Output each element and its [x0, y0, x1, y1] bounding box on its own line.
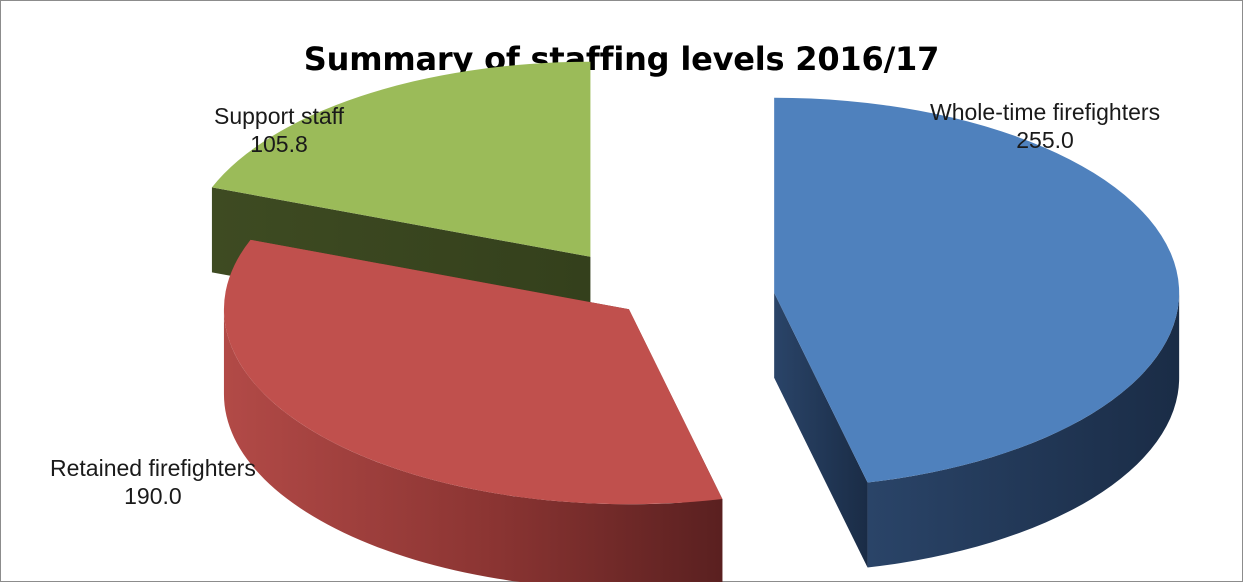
slice-side-wall — [774, 292, 868, 568]
data-label-support: Support staff 105.8 — [214, 102, 344, 158]
value-label: 255.0 — [1016, 127, 1074, 153]
value-label: 190.0 — [124, 483, 182, 509]
value-label: 105.8 — [250, 131, 308, 157]
category-label: Retained firefighters — [50, 455, 256, 481]
category-label: Whole-time firefighters — [930, 99, 1161, 125]
slice-outer-wall — [867, 292, 1180, 568]
slice-top — [211, 61, 591, 257]
data-label-whole-time: Whole-time firefighters 255.0 — [930, 98, 1160, 154]
slice-top — [774, 97, 1180, 483]
slice-retained — [223, 239, 723, 582]
slice-top — [223, 239, 723, 505]
data-label-retained: Retained firefighters 190.0 — [50, 454, 256, 510]
slice-whole-time — [774, 97, 1180, 568]
slice-outer-wall — [223, 309, 723, 582]
category-label: Support staff — [214, 103, 344, 129]
chart-title: Summary of staffing levels 2016/17 — [303, 40, 940, 78]
